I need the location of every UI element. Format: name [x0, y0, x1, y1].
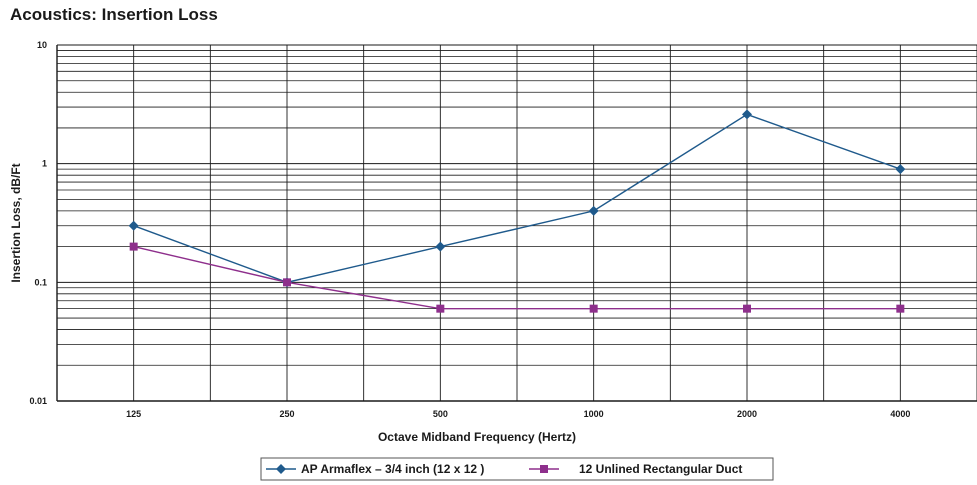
legend-label: 12 Unlined Rectangular Duct [579, 462, 742, 476]
y-axis-label: Insertion Loss, dB/Ft [9, 163, 23, 282]
marker-square [540, 465, 548, 473]
legend: AP Armaflex – 3/4 inch (12 x 12 ) 12 Unli… [260, 457, 774, 481]
legend-item: 12 Unlined Rectangular Duct [529, 462, 742, 476]
plot-grid [56, 44, 977, 402]
marker-diamond [435, 241, 446, 252]
x-tick-labels: 125 250 500 1000 2000 4000 [126, 409, 910, 419]
series-line [133, 245, 901, 310]
legend-item: AP Armaflex – 3/4 inch (12 x 12 ) [266, 462, 484, 476]
marker-square [589, 304, 598, 313]
x-tick-label: 250 [279, 409, 294, 419]
series-line [133, 113, 901, 284]
x-axis-label: Octave Midband Frequency (Hertz) [378, 430, 576, 444]
series-unlined-duct [129, 242, 905, 313]
marker-diamond [588, 205, 599, 216]
y-tick-label: 0.1 [34, 277, 47, 287]
y-tick-label: 1 [42, 159, 47, 169]
y-tick-labels: 0.01 0.1 1 10 [29, 40, 47, 406]
x-tick-label: 125 [126, 409, 141, 419]
chart-title: Acoustics: Insertion Loss [10, 5, 218, 24]
legend-label: AP Armaflex – 3/4 inch (12 x 12 ) [301, 462, 484, 476]
x-tick-label: 2000 [737, 409, 757, 419]
x-tick-label: 4000 [890, 409, 910, 419]
marker-diamond [895, 164, 906, 175]
y-tick-label: 10 [37, 40, 47, 50]
chart-series [128, 109, 906, 313]
y-tick-label: 0.01 [29, 396, 47, 406]
marker-diamond [276, 464, 286, 474]
marker-diamond [128, 220, 139, 231]
marker-diamond [742, 109, 752, 120]
x-tick-label: 500 [433, 409, 448, 419]
marker-square [896, 304, 905, 313]
legend-box [260, 457, 774, 481]
marker-square [436, 304, 445, 313]
marker-square [283, 278, 291, 287]
marker-square [743, 304, 751, 313]
marker-square [129, 242, 138, 251]
x-tick-label: 1000 [584, 409, 604, 419]
